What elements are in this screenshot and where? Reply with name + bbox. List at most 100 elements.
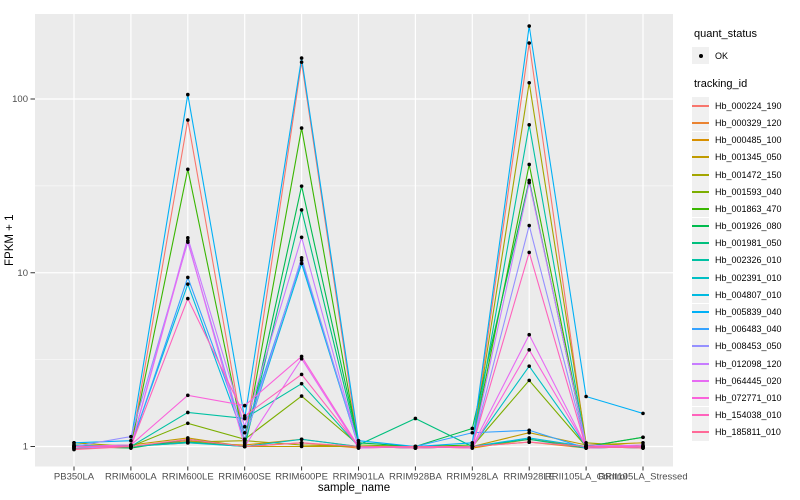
data-point [641,411,645,416]
line-swatch-icon [692,311,709,314]
data-point [584,444,588,449]
legend-item-Hb_000485_100: Hb_000485_100 [692,131,798,149]
data-point [527,364,531,368]
legend-key [692,303,709,321]
data-point [242,444,247,449]
x-tick-label: RRIM600SE [218,472,271,483]
data-point [129,444,133,449]
legend-tracking-id: tracking_id Hb_000224_190 Hb_000329_120 Hb… [692,78,798,441]
legend-item-label: Hb_012098_120 [715,358,782,369]
data-point [242,403,247,408]
legend-item-Hb_002326_010: Hb_002326_010 [692,251,798,269]
data-point [527,162,531,167]
legend-item-label: Hb_154038_010 [715,410,782,421]
legend-item-label: Hb_001926_080 [715,221,782,232]
legend-item-Hb_012098_120: Hb_012098_120 [692,355,798,373]
data-point [299,441,304,445]
legend-item-ok: OK [692,47,798,65]
data-point [641,446,645,450]
legend-item-Hb_000329_120: Hb_000329_120 [692,114,798,132]
data-point [186,92,190,97]
data-point [527,348,531,352]
data-point [527,428,531,433]
legend-item-label: Hb_002326_010 [715,255,782,266]
legend: quant_status OK tracking_id Hb_000224_19… [692,28,798,455]
data-point [186,296,190,301]
data-point [527,123,531,127]
y-tick-label: 1 [23,442,28,453]
legend-item-Hb_001472_150: Hb_001472_150 [692,166,798,184]
legend-item-Hb_072771_010: Hb_072771_010 [692,389,798,407]
data-point [470,444,475,449]
legend-item-label: Hb_004807_010 [715,289,782,300]
legend-item-Hb_185811_010: Hb_185811_010 [692,423,798,441]
data-point [527,378,531,383]
x-tick-label: RRIM600LE [162,472,214,483]
data-point [527,80,531,85]
legend-item-Hb_001593_040: Hb_001593_040 [692,183,798,201]
legend-key [692,217,709,235]
data-point [242,416,247,421]
legend-key [692,183,709,201]
legend-item-label: Hb_006483_040 [715,324,782,335]
data-point [186,282,190,286]
legend-title-tracking-id: tracking_id [694,78,748,91]
data-point [527,223,531,228]
line-swatch-icon [692,345,709,348]
legend-item-Hb_154038_010: Hb_154038_010 [692,406,798,424]
legend-item-label: OK [715,50,729,61]
legend-key [692,251,709,269]
data-point [186,235,190,240]
data-point [470,441,475,445]
data-point [186,410,190,415]
data-point [299,255,304,260]
data-point [527,180,531,185]
legend-item-Hb_001345_050: Hb_001345_050 [692,148,798,166]
x-tick-label: PB350LA [54,472,95,483]
line-swatch-icon [692,362,709,365]
x-tick-label: RRIM928BA [389,472,442,483]
legend-item-Hb_005839_040: Hb_005839_040 [692,303,798,321]
legend-key [692,234,709,252]
line-swatch-icon [692,259,709,262]
legend-key [692,47,709,65]
data-point [413,416,418,421]
line-swatch-icon [692,242,709,245]
data-point [527,436,531,440]
x-tick-label: RRII105LA_Stressed [598,472,687,483]
data-point [299,56,304,60]
line-swatch-icon [692,207,709,210]
data-point [129,434,133,439]
line-swatch-icon [692,156,709,159]
legend-item-label: Hb_001981_050 [715,238,782,249]
line-swatch-icon [692,173,709,176]
legend-key [692,372,709,390]
legend-item-label: Hb_185811_010 [715,427,781,438]
legend-item-Hb_064445_020: Hb_064445_020 [692,372,798,390]
data-point [242,424,247,429]
legend-key [692,148,709,166]
point-icon [698,53,703,58]
legend-key [692,286,709,304]
legend-key [692,406,709,424]
data-point [413,444,418,449]
data-point [186,167,190,172]
legend-item-Hb_000224_190: Hb_000224_190 [692,97,798,115]
line-swatch-icon [692,431,709,434]
x-tick-label: RRIM600PE [275,472,328,483]
legend-item-Hb_001981_050: Hb_001981_050 [692,234,798,252]
legend-tracking-items: Hb_000224_190 Hb_000329_120 Hb_000485_100 H… [692,97,798,441]
legend-item-label: Hb_001472_150 [715,169,782,180]
line-swatch-icon [692,190,709,193]
data-point [299,126,304,130]
data-point [527,250,531,255]
data-point [527,41,531,45]
data-point [356,438,361,443]
line-swatch-icon [692,396,709,399]
legend-item-label: Hb_001593_040 [715,186,782,197]
data-point [242,437,247,442]
data-point [356,444,361,449]
data-point [186,118,190,122]
legend-item-label: Hb_008453_050 [715,341,782,352]
